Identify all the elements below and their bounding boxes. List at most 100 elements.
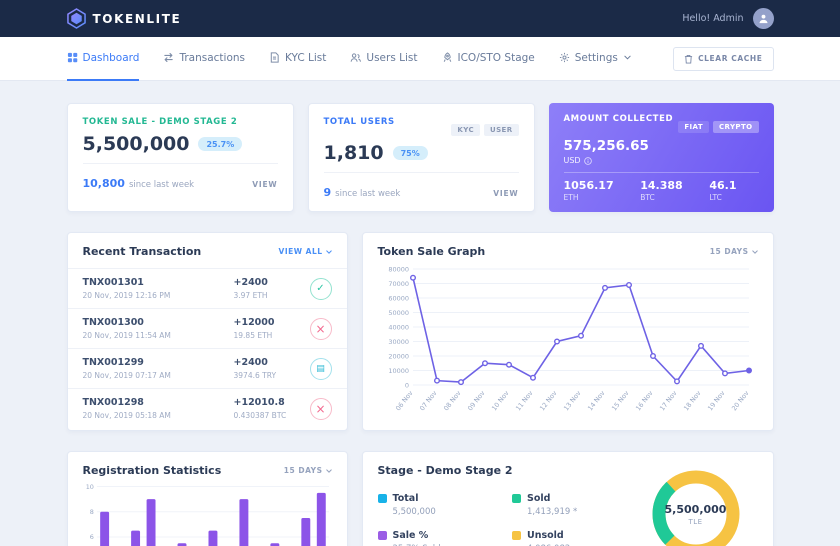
svg-text:10000: 10000 (388, 367, 409, 375)
registration-range-select[interactable]: 15 DAYS (284, 466, 332, 475)
middle-row: Recent Transaction VIEW ALL TNX001301 20… (66, 232, 774, 431)
token-sale-line-chart: 0 10000 20000 30000 40000 50000 60000 70000 8000… (388, 265, 752, 412)
recent-transactions-title: Recent Transaction (82, 245, 202, 258)
nav-label: Users List (366, 51, 418, 64)
token-sale-view-link[interactable]: VIEW (252, 180, 278, 189)
nav-item-kyc-list[interactable]: KYC List (269, 37, 326, 81)
token-sale-title: TOKEN SALE - DEMO STAGE 2 (82, 117, 238, 127)
crypto-tag[interactable]: CRYPTO (713, 121, 759, 133)
token-sale-percent-badge: 25.7% (198, 137, 243, 151)
nav-item-dashboard[interactable]: Dashboard (66, 37, 140, 81)
total-users-card: TOTAL USERS KYC USER 1,810 75% 9 since las… (307, 103, 535, 212)
unsold-swatch (512, 531, 521, 540)
stage-title: Stage - Demo Stage 2 (377, 464, 513, 477)
legend-item-sold: Sold 1,413,919 * (512, 493, 633, 517)
sale-percent-swatch (377, 531, 387, 540)
user-avatar[interactable] (752, 8, 774, 29)
transaction-date: 20 Nov, 2019 05:18 AM (82, 411, 171, 420)
brand-logo[interactable]: TOKENLITE (66, 8, 182, 29)
amount-collected-value: 575,256.65 (563, 138, 649, 154)
chevron-down-icon (325, 249, 332, 254)
stage-legend: Total 5,500,000 Sold 1,413,919 * Sale % … (377, 493, 633, 546)
svg-text:18 Nov: 18 Nov (682, 389, 703, 412)
sale-graph-range-select[interactable]: 15 DAYS (710, 247, 758, 256)
main-nav: Dashboard Transactions KYC List Users Li… (0, 37, 840, 81)
transaction-id: TNX001298 (82, 397, 144, 408)
total-users-title: TOTAL USERS (323, 117, 395, 127)
svg-text:6: 6 (89, 533, 93, 541)
transaction-id: TNX001301 (82, 277, 144, 288)
clear-cache-label: CLEAR CACHE (698, 54, 763, 63)
kyc-tag[interactable]: KYC (451, 124, 480, 136)
btc-collected: 14.388 BTC (640, 179, 683, 202)
token-sale-value: 5,500,000 (82, 133, 190, 155)
token-sale-graph-card: Token Sale Graph 15 DAYS 0 10000 20000 3000… (361, 232, 774, 431)
donut-center-unit: TLE (688, 517, 703, 526)
legend-item-unsold: Unsold 4,086,082 (512, 530, 633, 546)
nav-item-settings[interactable]: Settings (559, 37, 631, 81)
transaction-crypto-value: 3974.6 TRY (233, 371, 277, 380)
amount-currency: USD (563, 156, 581, 165)
fiat-tag[interactable]: FIAT (678, 121, 710, 133)
total-users-delta-label: since last week (335, 189, 401, 199)
svg-text:50000: 50000 (388, 309, 409, 317)
topbar: TOKENLITE Hello! Admin (0, 0, 840, 37)
transaction-date: 20 Nov, 2019 07:17 AM (82, 371, 171, 380)
svg-text:60000: 60000 (388, 294, 409, 302)
token-sale-card: TOKEN SALE - DEMO STAGE 2 5,500,000 25.7… (66, 103, 294, 212)
nav-item-transactions[interactable]: Transactions (163, 37, 245, 81)
svg-text:11 Nov: 11 Nov (514, 389, 535, 412)
transaction-amount: +2400 (233, 277, 268, 288)
registration-bar-chart: 246810 (85, 483, 329, 546)
nav-label: Dashboard (82, 51, 140, 64)
svg-text:09 Nov: 09 Nov (466, 389, 487, 412)
stats-row: TOKEN SALE - DEMO STAGE 2 5,500,000 25.7… (66, 103, 774, 212)
divider (563, 172, 759, 173)
svg-text:13 Nov: 13 Nov (562, 389, 583, 412)
registration-statistics-title: Registration Statistics (82, 464, 222, 477)
transaction-amount: +2400 (233, 357, 268, 368)
total-swatch (377, 494, 387, 503)
svg-text:20 Nov: 20 Nov (730, 389, 751, 412)
clear-cache-button[interactable]: CLEAR CACHE (673, 46, 774, 71)
svg-text:17 Nov: 17 Nov (658, 389, 679, 412)
legend-item-sale-percent: Sale % 25.7% Sold (377, 530, 499, 546)
nav-item-ico-sto-stage[interactable]: ICO/STO Stage (442, 37, 535, 81)
svg-text:12 Nov: 12 Nov (538, 389, 559, 412)
svg-text:80000: 80000 (388, 265, 409, 273)
transaction-date: 20 Nov, 2019 12:16 PM (82, 291, 171, 300)
gear-icon (559, 52, 570, 63)
svg-text:07 Nov: 07 Nov (418, 389, 439, 412)
bottom-row: Registration Statistics 15 DAYS 246810 S… (66, 451, 774, 546)
document-icon (269, 52, 280, 63)
transaction-row[interactable]: TNX001300 20 Nov, 2019 11:54 AM +12000 1… (67, 308, 347, 348)
greeting-text: Hello! Admin (682, 13, 744, 24)
transaction-row[interactable]: TNX001298 20 Nov, 2019 05:18 AM +12010.8… (67, 388, 347, 428)
transaction-amount: +12010.8 (233, 397, 285, 408)
transaction-row[interactable]: TNX001299 20 Nov, 2019 07:17 AM +2400 39… (67, 348, 347, 388)
svg-text:30000: 30000 (388, 338, 409, 346)
transaction-status-icon (309, 357, 332, 380)
svg-text:15 Nov: 15 Nov (610, 389, 631, 412)
total-users-value: 1,810 (323, 142, 384, 164)
info-icon[interactable] (583, 156, 592, 165)
view-all-link[interactable]: VIEW ALL (279, 247, 332, 256)
transaction-crypto-value: 19.85 ETH (233, 331, 273, 340)
registration-statistics-card: Registration Statistics 15 DAYS 246810 (66, 451, 348, 546)
trash-icon (684, 54, 693, 64)
ltc-collected: 46.1 LTC (709, 179, 737, 202)
svg-text:10 Nov: 10 Nov (490, 389, 511, 412)
nav-label: Transactions (179, 51, 246, 64)
user-tag[interactable]: USER (484, 124, 519, 136)
dashboard-grid-icon (67, 52, 78, 63)
nav-label: Settings (574, 51, 618, 64)
nav-item-users-list[interactable]: Users List (350, 37, 418, 81)
token-sale-delta-label: since last week (128, 180, 195, 190)
svg-text:19 Nov: 19 Nov (706, 389, 727, 412)
transaction-row[interactable]: TNX001301 20 Nov, 2019 12:16 PM +2400 3.… (67, 268, 347, 308)
transaction-crypto-value: 3.97 ETH (233, 291, 268, 300)
swap-arrows-icon (163, 52, 174, 63)
total-users-view-link[interactable]: VIEW (493, 189, 519, 198)
amount-collected-title: AMOUNT COLLECTED (563, 114, 674, 124)
person-icon (758, 14, 768, 24)
